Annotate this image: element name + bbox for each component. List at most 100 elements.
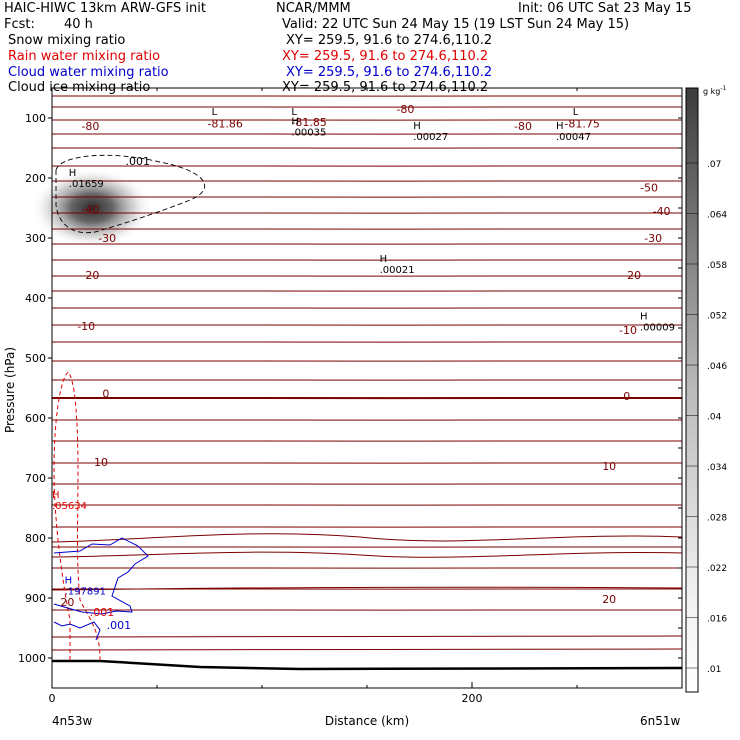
field-name-snow: Snow mixing ratio <box>8 33 126 48</box>
temperature-contour <box>51 307 683 309</box>
extremum-value: .00027 <box>413 132 448 143</box>
temperature-contour <box>51 180 683 182</box>
plot-frame <box>51 87 683 689</box>
temperature-contour <box>51 290 683 292</box>
temperature-contour <box>51 133 683 135</box>
temperature-contour-label: 20 <box>60 596 74 609</box>
field-contour-label: .001 <box>107 619 132 632</box>
temperature-contour-label: 10 <box>602 460 616 473</box>
x-tick-label: 200 <box>462 692 483 705</box>
temperature-contour-label: -10 <box>619 324 637 337</box>
y-tick-label: 1000 <box>18 652 46 665</box>
extremum-value: .05634 <box>52 501 87 512</box>
temperature-contour-label: -81.85 <box>291 116 326 129</box>
extremum-value: .00047 <box>556 132 591 143</box>
field-contour-label: .001 <box>126 155 151 168</box>
temperature-contour-label: -40 <box>653 205 671 218</box>
temperature-contour <box>51 119 683 121</box>
temperature-contour-label: -30 <box>644 232 662 245</box>
temperature-contour <box>51 648 683 651</box>
temperature-contour <box>51 360 683 362</box>
temperature-contour <box>51 396 683 400</box>
cloudwater-contour <box>53 537 149 615</box>
rain-contour <box>53 371 101 661</box>
field-name-cloudwater: Cloud water mixing ratio <box>8 65 169 80</box>
temperature-contour-label: -80 <box>81 120 99 133</box>
ground-line <box>52 659 683 671</box>
y-tick-label: 400 <box>25 292 46 305</box>
y-tick-label: 600 <box>25 412 46 425</box>
colorbar <box>685 87 699 693</box>
temperature-contour <box>51 228 683 230</box>
y-tick-label: 100 <box>25 112 46 125</box>
temperature-contour <box>51 196 683 198</box>
field-xy-rain: XY= 259.5, 91.6 to 274.6,110.2 <box>282 49 489 64</box>
org-label: NCAR/MMM <box>276 1 351 16</box>
colorbar-tick-label: .01 <box>707 665 721 675</box>
temperature-contour <box>51 440 683 442</box>
valid-time: Valid: 22 UTC Sun 24 May 15 (19 LST Sun … <box>282 17 630 32</box>
extremum-value: .00021 <box>380 265 415 276</box>
temperature-contour-label: -81.75 <box>564 117 599 130</box>
temperature-contour-label: 0 <box>623 390 630 403</box>
extremum-marker: H <box>52 490 60 501</box>
colorbar-tick-label: .028 <box>707 514 727 524</box>
temperature-contour <box>51 609 683 611</box>
temperature-contour-label: -40 <box>81 203 99 216</box>
model-title: HAIC-HIWC 13km ARW-GFS init <box>4 1 206 16</box>
forecast-hours: 40 h <box>64 17 93 32</box>
temperature-contour <box>51 324 683 326</box>
temperature-contour-label: -80 <box>514 120 532 133</box>
temperature-contour <box>51 341 683 343</box>
y-tick-label: 500 <box>25 352 46 365</box>
extremum-marker: H <box>413 121 421 132</box>
extremum-marker: H <box>291 117 299 128</box>
extremum-value: .00009 <box>640 323 675 334</box>
temperature-contour <box>51 259 683 261</box>
temperature-contour <box>51 379 683 381</box>
temperature-contour <box>51 147 683 149</box>
colorbar-tick-label: .064 <box>707 211 727 221</box>
extremum-value: .00035 <box>291 128 326 139</box>
colorbar-tick-label: .07 <box>707 160 721 170</box>
colorbar-tick-label: .046 <box>707 362 727 372</box>
colorbar-tick-label: .022 <box>707 564 727 574</box>
x-end-location: 6n51w <box>640 714 681 728</box>
extremum-marker: H <box>69 168 77 179</box>
temperature-contour <box>51 462 683 464</box>
temperature-contour <box>51 533 683 543</box>
extremum-marker: L <box>573 107 579 118</box>
colorbar-tick-label: .052 <box>707 312 727 322</box>
field-name-rain: Rain water mixing ratio <box>8 49 161 64</box>
temperature-contour <box>51 504 683 506</box>
snow-contour <box>55 154 206 234</box>
extremum-marker: H <box>380 254 388 265</box>
x-tick-label: 0 <box>49 692 56 705</box>
y-tick-label: 700 <box>25 472 46 485</box>
extremum-value: .197891 <box>65 587 106 598</box>
y-tick-label: 900 <box>25 592 46 605</box>
colorbar-tick-label: .058 <box>707 261 727 271</box>
temperature-contour <box>51 567 683 569</box>
extremum-marker: H <box>556 121 564 132</box>
temperature-contour <box>51 483 683 485</box>
temperature-contour <box>51 212 683 214</box>
snow-shading <box>32 168 152 248</box>
temperature-contour <box>51 546 683 548</box>
temperature-contour-label: -80 <box>396 103 414 116</box>
extremum-marker: H <box>640 312 648 323</box>
colorbar-tick-label: .04 <box>707 413 722 423</box>
extremum-value: .01659 <box>69 179 104 190</box>
colorbar-tick-label: .016 <box>707 615 727 625</box>
colorbar-unit-text: g kg <box>703 87 720 96</box>
temperature-contour-label: 20 <box>602 593 616 606</box>
x-start-location: 4n53w <box>52 714 93 728</box>
temperature-contour <box>51 275 683 277</box>
extremum-marker: L <box>212 107 218 118</box>
temperature-contour-label: -20 <box>81 269 99 282</box>
temperature-contour <box>51 526 683 528</box>
y-axis-title: Pressure (hPa) <box>3 347 17 433</box>
temperature-contour <box>51 551 683 558</box>
temperature-contour-label: -10 <box>77 320 95 333</box>
temperature-contour-label: -20 <box>623 269 641 282</box>
